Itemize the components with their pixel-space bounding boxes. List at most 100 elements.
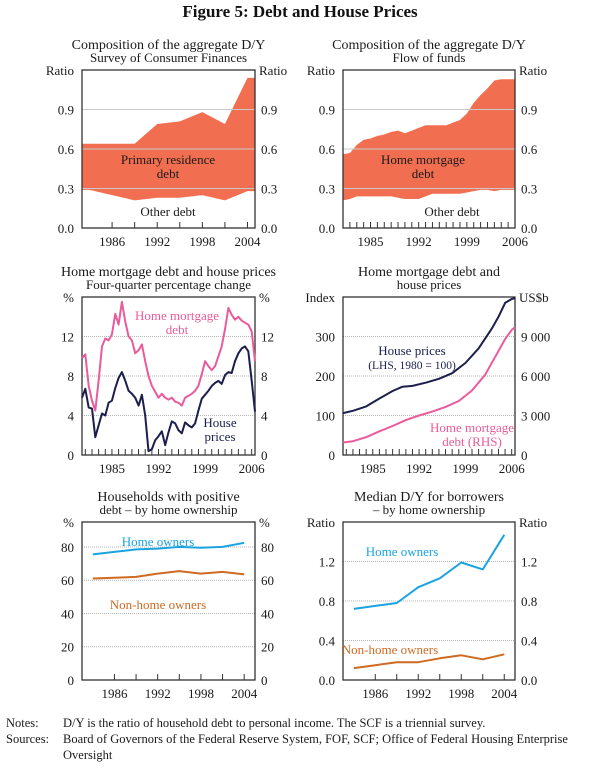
series-annotation-line2: debt (RHS): [442, 434, 502, 449]
series-annotation: Other debt: [424, 204, 480, 219]
panel-title: Composition of the aggregate D/Y: [72, 38, 266, 53]
y-tick-label-right: 0.6: [261, 142, 278, 157]
y-tick-label-left: 8: [68, 369, 75, 384]
y-tick-label-right: 6 000: [521, 369, 550, 384]
plot-frame: [81, 521, 256, 681]
notes-label: Notes:: [6, 716, 39, 730]
y-tick-label-right: 12: [261, 330, 274, 345]
y-tick-label-left: 100: [316, 409, 336, 424]
y-tick-label-left: 0.8: [319, 594, 335, 609]
y-tick-label-right: 0.0: [521, 673, 537, 688]
y-axis-unit-right: Ratio: [519, 515, 547, 530]
panel-title: Home mortgage debt and: [358, 265, 500, 280]
y-tick-label-left: 0.9: [319, 103, 335, 118]
x-tick-label: 2006: [239, 461, 266, 476]
figure-title: Figure 5: Debt and House Prices: [182, 2, 418, 21]
panel-subtitle: debt – by home ownership: [100, 502, 238, 517]
y-axis-unit-left: Index: [305, 290, 335, 305]
x-tick-label: 1998: [189, 234, 215, 249]
sources-label: Sources:: [6, 732, 50, 746]
y-axis-unit-right: US$b: [519, 290, 549, 305]
series-annotation-line2: (LHS, 1980 = 100): [368, 360, 456, 372]
series-annotation: Primary residence: [121, 152, 215, 167]
y-axis-unit-left: Ratio: [307, 63, 335, 78]
panel-title: Median D/Y for borrowers: [354, 490, 504, 505]
y-tick-label-right: 0.9: [261, 103, 277, 118]
y-tick-label-left: 40: [61, 606, 74, 621]
y-axis-unit-right: Ratio: [519, 63, 547, 78]
series-annotation-line2: prices: [204, 429, 235, 444]
notes-text: D/Y is the ratio of household debt to pe…: [63, 716, 486, 730]
y-tick-label-left: 0.6: [58, 142, 75, 157]
x-tick-label: 2004: [231, 686, 258, 701]
series-annotation: Home mortgage: [430, 420, 514, 435]
panel-subtitle: Four-quarter percentage change: [86, 277, 251, 292]
y-tick-label-right: 40: [261, 606, 274, 621]
series-annotation-line2: debt: [412, 166, 435, 181]
y-tick-label-left: 0.3: [319, 182, 335, 197]
x-tick-label: 1998: [448, 686, 474, 701]
series-annotation: Non-home owners: [110, 597, 206, 612]
y-tick-label-right: 60: [261, 573, 274, 588]
area-home-mortgage-debt-total-: [343, 79, 515, 201]
chart-panel-median_dy: Median D/Y for borrowers– by home owners…: [307, 490, 547, 701]
plot-frame: [342, 296, 516, 456]
plot-frame: [81, 296, 256, 456]
y-tick-label-left: 20: [61, 640, 74, 655]
series-line-house-prices-lhs-1980-100: [342, 297, 516, 415]
y-tick-label-right: 0.3: [521, 182, 537, 197]
series-annotation: Other debt: [140, 204, 196, 219]
x-tick-label: 1986: [99, 234, 126, 249]
y-tick-label-left: 200: [316, 369, 336, 384]
x-tick-label: 1992: [145, 686, 171, 701]
x-tick-label: 1992: [146, 461, 172, 476]
x-tick-label: 1986: [101, 686, 128, 701]
y-axis-unit-left: %: [63, 290, 74, 305]
y-tick-label-right: 0.0: [521, 221, 537, 236]
y-tick-label-right: 0.0: [261, 221, 277, 236]
x-tick-label: 1999: [192, 461, 218, 476]
panel-subtitle: Survey of Consumer Finances: [90, 50, 247, 65]
chart-panel-growth: Home mortgage debt and house pricesFour-…: [61, 265, 276, 476]
y-tick-label-right: 0: [261, 448, 268, 463]
area-primary-residence-debt-total-: [82, 77, 255, 201]
y-tick-label-left: 0.4: [319, 634, 336, 649]
y-tick-label-right: 0: [521, 448, 528, 463]
plot-frame: [342, 69, 516, 229]
y-tick-label-left: 4: [68, 409, 75, 424]
y-axis-unit-left: %: [63, 515, 74, 530]
series-line-home-owners: [92, 541, 245, 556]
notes-block: Notes: D/Y is the ratio of household deb…: [6, 715, 598, 763]
y-tick-label-right: 0: [261, 673, 268, 688]
series-annotation: Home owners: [366, 544, 439, 559]
series-line-non-home-owners: [92, 570, 245, 580]
x-tick-label: 1999: [452, 461, 478, 476]
series-annotation-line2: debt: [166, 322, 189, 337]
x-tick-label: 1992: [406, 461, 432, 476]
x-tick-label: 2004: [491, 686, 518, 701]
x-tick-label: 1992: [406, 234, 432, 249]
y-tick-label-left: 0.0: [319, 673, 335, 688]
series-annotation: House: [203, 415, 236, 430]
x-tick-label: 1992: [144, 234, 170, 249]
x-tick-label: 1998: [188, 686, 214, 701]
series-annotation: Non-home owners: [342, 642, 438, 657]
plot-frame: [81, 69, 256, 229]
series-annotation: House prices: [378, 343, 446, 358]
sources-text: Board of Governors of the Federal Reserv…: [63, 732, 568, 762]
y-axis-unit-left: Ratio: [307, 515, 335, 530]
x-tick-label: 1985: [358, 234, 384, 249]
y-axis-unit-left: Ratio: [46, 63, 74, 78]
y-tick-label-left: 80: [61, 540, 74, 555]
series-annotation: Home mortgage: [135, 308, 219, 323]
y-tick-label-left: 60: [61, 573, 74, 588]
y-tick-label-right: 0.4: [521, 634, 538, 649]
y-axis-unit-right: %: [259, 290, 270, 305]
series-annotation-line2: debt: [157, 166, 180, 181]
x-tick-label: 1986: [362, 686, 389, 701]
y-tick-label-right: 0.6: [521, 142, 538, 157]
y-axis-unit-right: %: [259, 515, 270, 530]
series-line-house-prices: [81, 345, 256, 453]
